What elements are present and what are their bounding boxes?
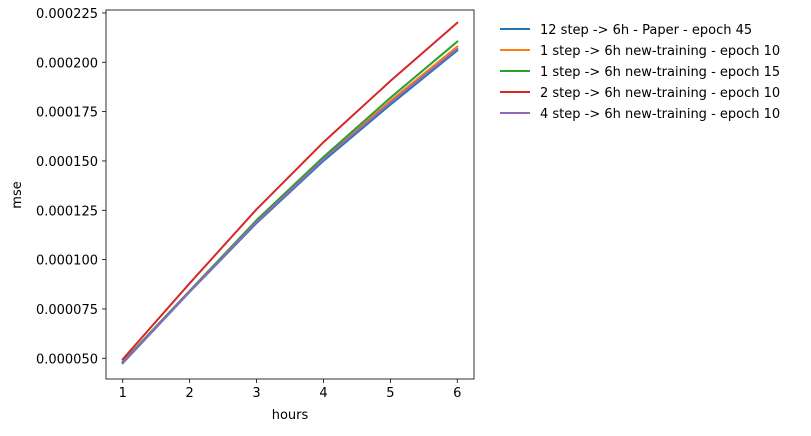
y-axis-label: mse: [10, 181, 25, 208]
x-tick-label: 5: [386, 386, 394, 401]
x-axis-ticks: 1 2 3 4 5 6: [119, 379, 461, 401]
legend-label: 1 step -> 6h new-training - epoch 15: [540, 65, 780, 80]
legend-label: 2 step -> 6h new-training - epoch 10: [540, 86, 780, 101]
legend-label: 1 step -> 6h new-training - epoch 10: [540, 44, 780, 59]
x-tick-label: 4: [319, 386, 327, 401]
x-tick-label: 6: [453, 386, 461, 401]
series-line-4: [121, 21, 459, 361]
series-line-1: [121, 49, 459, 365]
y-tick-label: 0.000075: [36, 303, 98, 318]
y-tick-label: 0.000100: [36, 254, 98, 269]
x-axis-label: hours: [272, 408, 309, 423]
series-line-2: [121, 45, 459, 364]
y-tick-label: 0.000050: [36, 352, 98, 367]
legend-label: 12 step -> 6h - Paper - epoch 45: [540, 23, 752, 38]
x-tick-label: 2: [185, 386, 193, 401]
legend: 12 step -> 6h - Paper - epoch 45 1 step -…: [500, 23, 780, 122]
legend-label: 4 step -> 6h new-training - epoch 10: [540, 107, 780, 122]
series-line-5: [121, 47, 459, 365]
y-axis-ticks: 0.000050 0.000075 0.000100 0.000125 0.000150…: [36, 7, 106, 367]
x-tick-label: 3: [252, 386, 260, 401]
y-tick-label: 0.000225: [36, 7, 98, 22]
y-tick-label: 0.000125: [36, 204, 98, 219]
y-tick-label: 0.000200: [36, 56, 98, 71]
y-tick-label: 0.000150: [36, 155, 98, 170]
plot-lines: [121, 21, 459, 365]
x-tick-label: 1: [119, 386, 127, 401]
plot-frame: [105, 9, 475, 380]
y-tick-label: 0.000175: [36, 106, 98, 121]
